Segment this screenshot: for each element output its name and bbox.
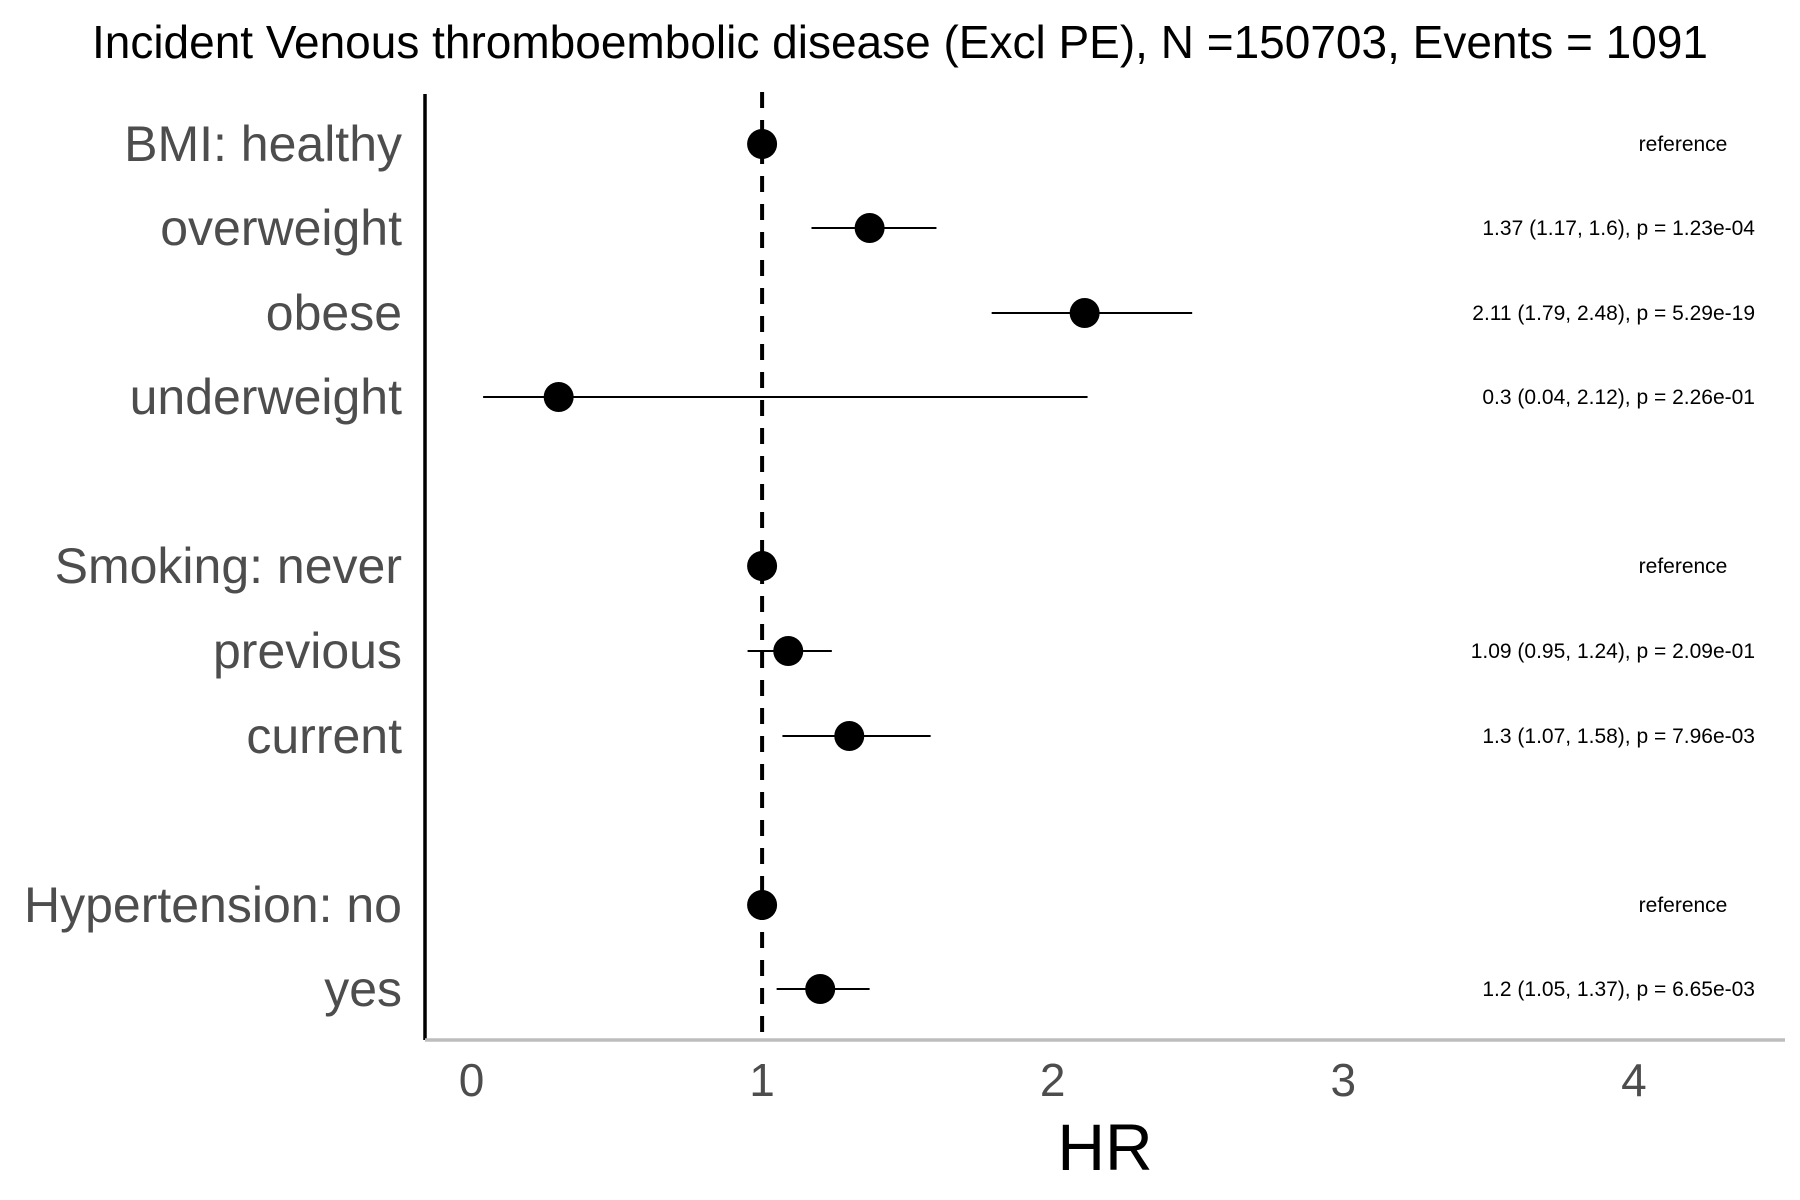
x-tick-label: 1 [749, 1054, 775, 1106]
row-annotation: reference [1639, 894, 1728, 917]
row-annotation: 1.09 (0.95, 1.24), p = 2.09e-01 [1471, 640, 1755, 663]
x-tick-label: 0 [459, 1054, 485, 1106]
hr-point [773, 636, 804, 666]
row-annotation: reference [1639, 555, 1728, 578]
row-label: current [246, 708, 402, 764]
row-label: previous [213, 623, 402, 679]
hr-point [1069, 298, 1100, 328]
row-annotation: 2.11 (1.79, 2.48), p = 5.29e-19 [1472, 302, 1755, 325]
x-tick-label: 2 [1040, 1054, 1066, 1106]
row-annotation: reference [1639, 133, 1728, 156]
row-label: yes [324, 961, 402, 1017]
hr-point [834, 721, 865, 751]
row-annotation: 1.2 (1.05, 1.37), p = 6.65e-03 [1482, 978, 1755, 1001]
row-label: overweight [160, 200, 402, 256]
plot-area: 0 1 2 3 4 BMI: healthy reference overweight 1.37… [24, 92, 1785, 1106]
hr-point [747, 890, 778, 920]
hr-point [805, 974, 836, 1004]
x-tick-label: 4 [1621, 1054, 1647, 1106]
hr-point [854, 213, 885, 243]
hr-point [747, 551, 778, 581]
row-label: underweight [130, 369, 403, 425]
row-annotation: 1.37 (1.17, 1.6), p = 1.23e-04 [1482, 217, 1755, 240]
hr-point [543, 382, 574, 412]
row-label: obese [266, 285, 402, 341]
chart-title: Incident Venous thromboembolic disease (… [92, 16, 1708, 68]
row-label: BMI: healthy [124, 116, 402, 172]
x-axis-label: HR [1057, 1110, 1152, 1184]
row-label: Hypertension: no [24, 877, 402, 933]
x-tick-label: 3 [1330, 1054, 1356, 1106]
row-label: Smoking: never [55, 538, 402, 594]
hr-point [747, 129, 778, 159]
row-annotation: 1.3 (1.07, 1.58), p = 7.96e-03 [1482, 725, 1755, 748]
row-annotation: 0.3 (0.04, 2.12), p = 2.26e-01 [1482, 386, 1755, 409]
